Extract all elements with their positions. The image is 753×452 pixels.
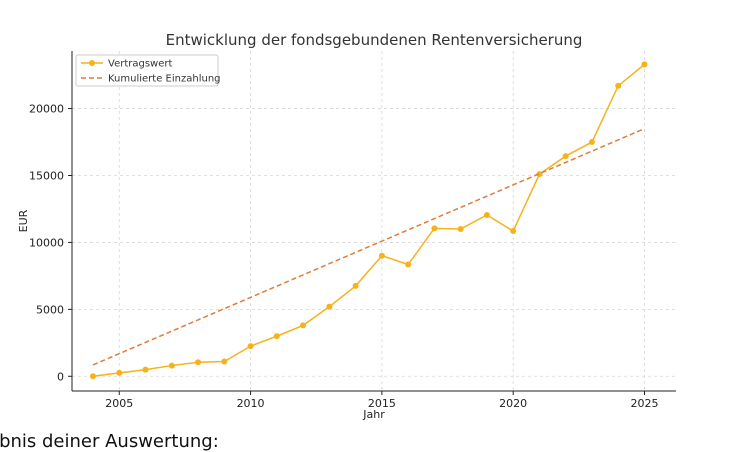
legend-box (75, 54, 219, 87)
x-tick-label: 2010 (237, 397, 265, 410)
data-point (483, 211, 490, 218)
data-point (300, 322, 307, 329)
y-tick-label: 20000 (29, 103, 64, 116)
caption-text: ebnis deiner Auswertung: (0, 431, 219, 452)
x-tick-label: 2015 (368, 397, 396, 410)
x-tick-label: 2025 (630, 397, 658, 410)
x-tick-label: 2020 (499, 397, 527, 410)
data-point (615, 82, 622, 89)
data-point (247, 343, 254, 350)
axes: 2005 2010 2015 2020 2025 0 5000 10000 15000 20000 (29, 51, 676, 410)
chart-title: Entwicklung der fondsgebundenen Rentenve… (166, 31, 583, 49)
contract-value-line (92, 63, 645, 378)
cumulative-payment-line (92, 127, 645, 366)
data-point (116, 369, 123, 376)
data-point (536, 171, 543, 178)
data-point (510, 228, 517, 235)
data-point (221, 358, 228, 365)
legend: Vertragswert Kumulierte Einzahlung (75, 54, 221, 87)
data-point (142, 366, 149, 373)
data-point (457, 226, 464, 233)
grid-lines (72, 51, 676, 391)
data-point (273, 333, 280, 340)
x-axis-title: Jahr (362, 408, 385, 421)
data-point (562, 153, 569, 160)
series-layer (90, 61, 648, 380)
data-point (641, 61, 648, 68)
legend-label: Vertragswert (108, 59, 172, 70)
data-point (90, 373, 97, 380)
data-point (352, 282, 359, 289)
data-point (431, 225, 438, 232)
data-point (405, 261, 412, 268)
data-point (195, 359, 202, 366)
data-point (168, 362, 175, 369)
y-tick-label: 0 (57, 370, 64, 383)
legend-marker (89, 60, 95, 66)
data-point (326, 303, 333, 310)
chart: 2005 2010 2015 2020 2025 0 5000 10000 15000 20000… (17, 31, 676, 421)
data-point (378, 252, 385, 259)
y-tick-label: 15000 (29, 169, 64, 182)
legend-label: Kumulierte Einzahlung (108, 74, 221, 85)
data-point (588, 139, 595, 146)
y-tick-label: 10000 (29, 236, 64, 249)
y-axis-title: EUR (17, 209, 30, 232)
y-tick-label: 5000 (36, 303, 64, 316)
x-tick-label: 2005 (105, 397, 133, 410)
